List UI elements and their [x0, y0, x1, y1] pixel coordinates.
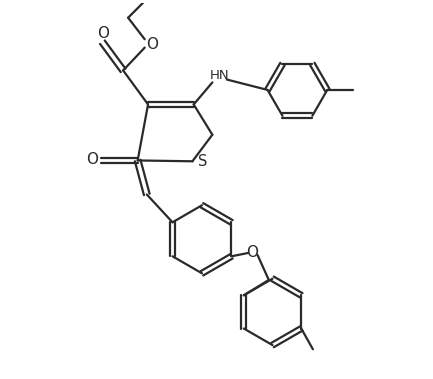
Text: O: O [146, 37, 158, 52]
Text: S: S [198, 154, 207, 169]
Text: O: O [246, 245, 258, 260]
Text: O: O [97, 27, 109, 41]
Text: HN: HN [210, 69, 229, 82]
Text: O: O [86, 152, 98, 167]
